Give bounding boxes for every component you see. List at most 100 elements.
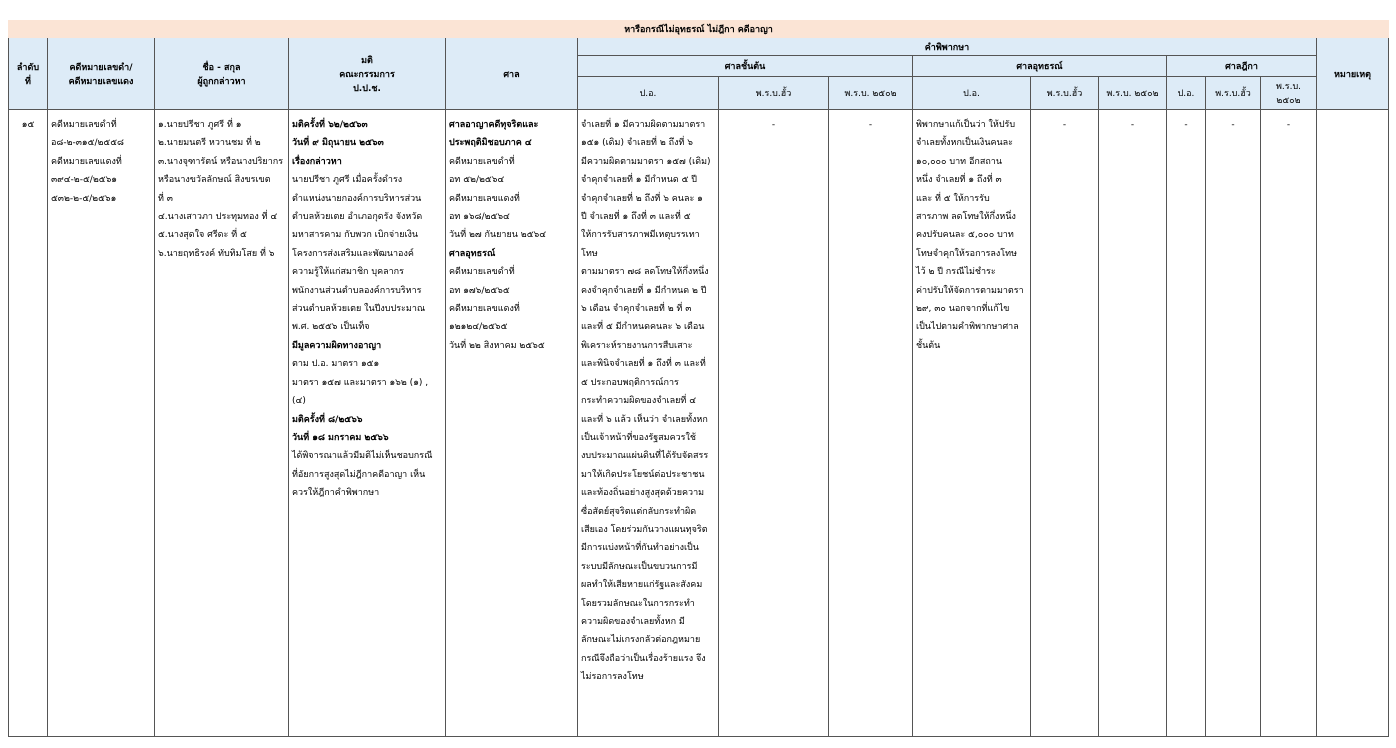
text-line: คงปรับคนละ ๕,๐๐๐ บาท bbox=[916, 230, 1014, 241]
text-line: ๔.นางเสาวภา ประทุมทอง ที่ ๔ bbox=[158, 212, 278, 223]
text-line: อท ๑๗๖/๒๕๖๕ bbox=[449, 285, 510, 296]
table-cell bbox=[1315, 109, 1390, 737]
text-line: เป็นเจ้าหน้าที่ของรัฐสมควรใช้ bbox=[581, 432, 697, 443]
table-cell: คดีหมายเลขดำที่ อ๘-๒-๓๑๕/๒๕๕๘ คดีหมายเลขแด… bbox=[47, 109, 155, 737]
header-cell: ศาลฎีกา bbox=[1166, 55, 1317, 77]
text-line: ประพฤติมิชอบภาค ๔ bbox=[449, 138, 532, 149]
text-line: ความผิดของจำเลยทั้งหก มี bbox=[581, 616, 685, 627]
header-cell: พ.ร.บ.ฮั้ว bbox=[1030, 76, 1099, 110]
header-cell: ป.อ. bbox=[577, 76, 719, 110]
text-line: คดีหมายเลขดำที่ bbox=[449, 156, 515, 167]
text-line: พนักงานส่วนตำบลองค์การบริหาร bbox=[292, 285, 422, 296]
text-line: วันที่ ๙ มิถุนายน ๒๕๖๓ bbox=[292, 138, 384, 149]
text-line: โทษ bbox=[581, 248, 598, 259]
header-cell: มติ คณะกรรมการ ป.ป.ช. bbox=[288, 37, 446, 110]
text-line: ๖.นายฤทธิรงค์ ทับทิมโสย ที่ ๖ bbox=[158, 248, 275, 259]
text-line: จำเลยที่ ๑ มีความผิดตามมาตรา bbox=[581, 120, 706, 130]
text-line: กรณีจึงถือว่าเป็นเรื่องร้ายแรง จึง bbox=[581, 653, 706, 664]
text-line: (๔) bbox=[292, 396, 306, 407]
table-cell: - bbox=[718, 109, 829, 737]
text-line: คดีหมายเลขดำที่ bbox=[51, 120, 117, 130]
text-line: และที่ ๕ มีกำหนดคนละ ๖ เดือน bbox=[581, 322, 705, 333]
case-table: หารือกรณีไม่อุทธรณ์ ไม่ฎีกา คดีอาญา ลำดั… bbox=[7, 20, 1390, 737]
text-line: คณะกรรมการ bbox=[339, 69, 395, 80]
text-line: - bbox=[1062, 120, 1067, 130]
text-line: ๖ เดือน จำคุกจำเลยที่ ๒ ที่ ๓ bbox=[581, 304, 692, 315]
text-line: และท้องถิ่นอย่างสูงสุดด้วยความ bbox=[581, 488, 705, 499]
text-line: หรือนางขวัลลักษณ์ สิงขรเขต bbox=[158, 175, 271, 186]
text-line: วันที่ ๒๗ กันยายน ๒๕๖๔ bbox=[449, 230, 547, 241]
text-line: ตาม ป.อ. มาตรา ๑๕๑ bbox=[292, 359, 380, 370]
table-cell: - bbox=[1166, 109, 1206, 737]
text-line: ความรู้ให้แก่สมาชิก บุคลากร bbox=[292, 267, 404, 278]
text-line: - bbox=[1184, 120, 1188, 130]
text-line: ไว้ ๒ ปี กรณีไม่ชำระ bbox=[916, 267, 996, 278]
text-line: มีความผิดตามมาตรา ๑๕๗ (เดิม) bbox=[581, 156, 711, 167]
header-cell: ป.อ. bbox=[1166, 76, 1206, 110]
header-cell: ลำดับที่ bbox=[8, 37, 48, 110]
text-line: ศาลอาญาคดีทุจริตและ bbox=[449, 120, 539, 130]
text-line: - bbox=[771, 120, 776, 130]
header-cell: พ.ร.บ. ๒๕๐๒ bbox=[828, 76, 913, 110]
text-line: ๑๐,๐๐๐ บาท อีกสถาน bbox=[916, 156, 1002, 167]
text-line: จำเลยทั้งหกเป็นเงินคนละ bbox=[916, 138, 1013, 149]
table-cell: - bbox=[828, 109, 913, 737]
text-line: - bbox=[868, 120, 873, 130]
header-cell: หมายเหตุ bbox=[1315, 37, 1390, 110]
text-line: งบประมาณแผ่นดินที่ได้รับจัดสรร bbox=[581, 451, 709, 462]
header-cell: พ.ร.บ. ๒๕๐๒ bbox=[1260, 76, 1317, 110]
header-cell: พ.ร.บ. ๒๕๐๒ bbox=[1098, 76, 1167, 110]
text-line: ๓.นางจุฑารัตน์ หรือนางปริยากร bbox=[158, 156, 284, 167]
text-line: คดีหมายเลขแดงที่ bbox=[449, 193, 520, 204]
text-line: นายปรีชา ภูศรี เมื่อครั้งดำรง bbox=[292, 175, 403, 186]
text-line: หนึ่ง จำเลยที่ ๑ ถึงที่ ๓ bbox=[916, 175, 1002, 186]
text-line: ตำบลห้วยเตย อำเภอกุดรัง จังหวัด bbox=[292, 212, 423, 223]
table-cell: - bbox=[1260, 109, 1317, 737]
header-cell: คำพิพากษา bbox=[577, 37, 1317, 56]
table-cell: - bbox=[1098, 109, 1167, 737]
text-line: โทษจำคุกให้รอการลงโทษ bbox=[916, 248, 1018, 259]
header-cell: พ.ร.บ.ฮั้ว bbox=[1205, 76, 1261, 110]
text-line: ที่ ๓ bbox=[158, 193, 173, 204]
text-line: ลำดับ bbox=[16, 62, 40, 73]
header-cell: ศาลชั้นต้น bbox=[577, 55, 913, 77]
text-line: มีมูลความผิดทางอาญา bbox=[292, 340, 382, 351]
table-cell: ศาลอาญาคดีทุจริตและประพฤติมิชอบภาค ๔คดีห… bbox=[445, 109, 578, 737]
text-line: ค่าปรับให้จัดการตามมาตรา bbox=[916, 285, 1024, 296]
text-line: ชื่อ - สกุล bbox=[202, 62, 241, 73]
table-title: หารือกรณีไม่อุทธรณ์ ไม่ฎีกา คดีอาญา bbox=[7, 20, 1390, 38]
text-line: ไม่รอการลงโทษ bbox=[581, 672, 644, 683]
text-line: และพินิจจำเลยที่ ๑ ถึงที่ ๓ และที่ bbox=[581, 359, 706, 370]
table-cell: พิพากษาแก้เป็นว่า ให้ปรับจำเลยทั้งหกเป็น… bbox=[912, 109, 1031, 737]
text-line: ชั้นต้น bbox=[916, 340, 941, 351]
text-line: พ.ศ. ๒๕๕๖ เป็นเท็จ bbox=[292, 322, 370, 333]
text-line: เรื่องกล่าวหา bbox=[292, 156, 342, 167]
text-line: มาให้เกิดประโยชน์ต่อประชาชน bbox=[581, 469, 705, 480]
text-line: ศาลอุทธรณ์ bbox=[449, 248, 496, 259]
header-cell: ชื่อ - สกุล ผู้ถูกกล่าวหา bbox=[154, 37, 289, 110]
text-line: มติ bbox=[361, 55, 373, 66]
text-line: คดีหมายเลขแดง bbox=[68, 76, 134, 87]
text-line: มติครั้งที่ ๖๒/๒๕๖๓ bbox=[292, 120, 368, 130]
text-line: คดีหมายเลขแดงที่ bbox=[51, 156, 122, 167]
text-line: คงจำคุกจำเลยที่ ๑ มีกำหนด ๒ ปี bbox=[581, 285, 707, 296]
header-cell: ป.อ. bbox=[912, 76, 1031, 110]
text-line: ที่ bbox=[25, 76, 31, 87]
text-line: ๕๓๒-๒-๕/๒๕๖๑ bbox=[51, 193, 117, 204]
text-line: สารภาพ ลดโทษให้กึ่งหนึ่ง bbox=[916, 212, 1016, 223]
text-line: ๑.นายปรีชา ภูศรี ที่ ๑ bbox=[158, 120, 242, 130]
text-line: จำคุกจำเลยที่ ๒ ถึงที่ ๖ คนละ ๑ bbox=[581, 193, 703, 204]
text-line: มติครั้งที่ ๘/๒๕๖๖ bbox=[292, 414, 363, 425]
text-line: โดยรวมลักษณะในการกระทำ bbox=[581, 598, 695, 609]
header-cell: ศาล bbox=[445, 37, 578, 110]
text-line: - bbox=[1130, 120, 1135, 130]
text-line: อท ๕๒/๒๕๖๔ bbox=[449, 175, 505, 186]
text-line: ตามมาตรา ๗๘ ลดโทษให้กึ่งหนึ่ง bbox=[581, 267, 709, 278]
text-line: โครงการส่งเสริมและพัฒนาองค์ bbox=[292, 248, 414, 259]
text-line: ลักษณะไม่เกรงกลัวต่อกฎหมาย bbox=[581, 635, 701, 646]
text-line: วันที่ ๒๒ สิงหาคม ๒๕๖๕ bbox=[449, 340, 545, 351]
text-line: พิพากษาแก้เป็นว่า ให้ปรับ bbox=[916, 120, 1016, 130]
text-line: ตำแหน่งนายกองค์การบริหารส่วน bbox=[292, 193, 422, 204]
text-line: ๑๕๑ (เดิม) จำเลยที่ ๒ ถึงที่ ๖ bbox=[581, 138, 693, 149]
text-line: ระบบมีลักษณะเป็นขบวนการมี bbox=[581, 561, 698, 572]
